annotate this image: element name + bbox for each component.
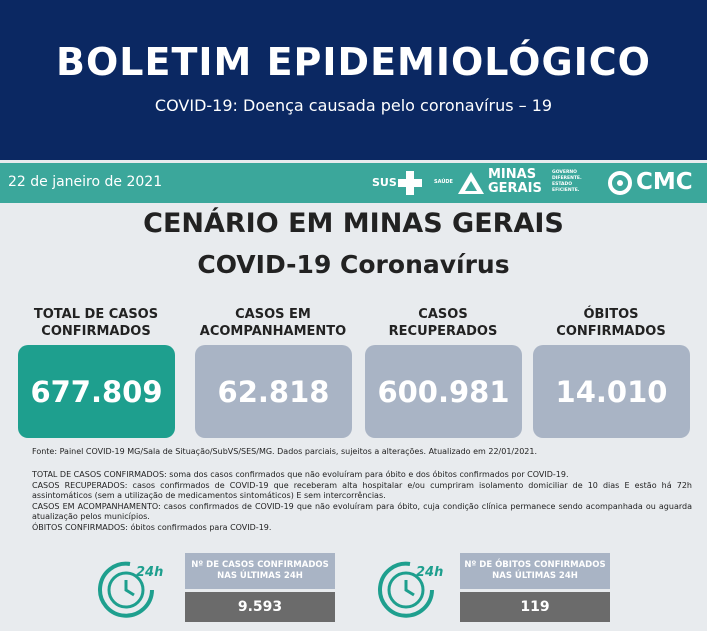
- mg-triangle: [458, 172, 484, 194]
- card-label: TOTAL DE CASOS CONFIRMADOS: [33, 307, 159, 339]
- box-value: 9.593: [185, 592, 335, 622]
- section-subtitle: COVID-19 Coronavírus: [197, 250, 510, 279]
- card-label: CASOS EM ACOMPANHAMENTO: [199, 307, 347, 339]
- icon-text: 24h: [416, 565, 443, 580]
- clock-icon: 24h: [378, 561, 443, 618]
- card-label: CASOS RECUPERADOS: [388, 307, 498, 339]
- cmc-icon: [608, 171, 632, 195]
- logo-text: SAÚDE: [434, 179, 453, 185]
- title: BOLETIM EPIDEMIOLÓGICO: [56, 40, 651, 84]
- box-value: 119: [460, 592, 610, 622]
- logo-text: GOVERNO DIFERENTE. ESTADO EFICIENTE.: [552, 170, 582, 193]
- box-label: Nº DE ÓBITOS CONFIRMADOS NAS ÚLTIMAS 24H: [460, 553, 610, 589]
- logo-text: MINAS GERAIS: [488, 167, 542, 196]
- definition: CASOS RECUPERADOS: casos confirmados de …: [32, 480, 692, 501]
- card: 600.981: [365, 345, 522, 438]
- definition: TOTAL DE CASOS CONFIRMADOS: soma dos cas…: [32, 470, 569, 479]
- info-bar: 22 de janeiro de 2021 SUS SAÚDE MINAS GER…: [0, 163, 707, 203]
- card: 677.809: [18, 345, 175, 438]
- logo-text: SUS: [372, 176, 397, 189]
- definition: CASOS EM ACOMPANHAMENTO: casos confirmad…: [32, 501, 692, 522]
- definition: ÓBITOS CONFIRMADOS: óbitos confirmados p…: [32, 522, 272, 532]
- card-label: ÓBITOS CONFIRMADOS: [556, 307, 666, 339]
- card: 62.818: [195, 345, 352, 438]
- clock-icon: 24h: [98, 561, 163, 618]
- section-title: CENÁRIO EM MINAS GERAIS: [143, 208, 564, 239]
- card: 14.010: [533, 345, 690, 438]
- sus-cross: [398, 171, 422, 195]
- date: 22 de janeiro de 2021: [8, 174, 163, 190]
- definitions: TOTAL DE CASOS CONFIRMADOS: soma dos cas…: [32, 470, 692, 533]
- logo-text: CMC: [636, 169, 693, 195]
- subtitle: COVID-19: Doença causada pelo coronavíru…: [154, 96, 553, 115]
- header: BOLETIM EPIDEMIOLÓGICO COVID-19: Doença …: [0, 0, 707, 160]
- icon-text: 24h: [136, 565, 163, 580]
- source: Fonte: Painel COVID-19 MG/Sala de Situaç…: [32, 447, 538, 456]
- box-label: Nº DE CASOS CONFIRMADOS NAS ÚLTIMAS 24H: [185, 553, 335, 589]
